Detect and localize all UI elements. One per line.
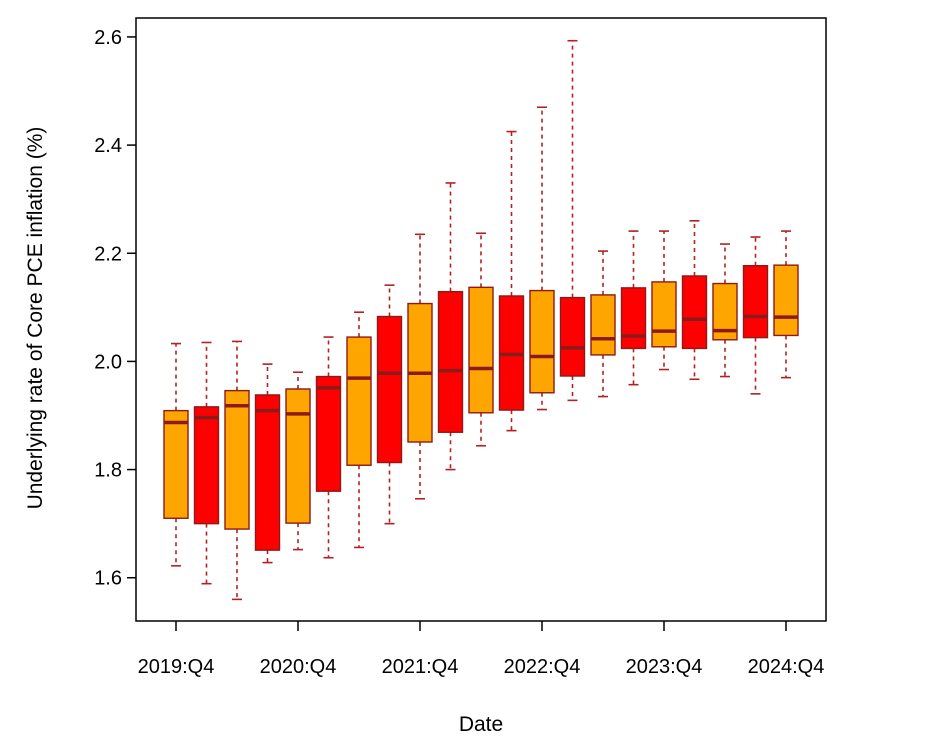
box-5 <box>285 371 311 551</box>
box-11 <box>468 232 494 447</box>
y-tick-label: 1.6 <box>94 568 122 590</box>
box-7 <box>346 311 372 549</box>
y-tick-label: 2.6 <box>94 27 122 49</box>
x-tick-label: 2019:Q4 <box>138 656 215 678</box>
box-iqr <box>742 264 769 339</box>
x-tick-label: 2022:Q4 <box>504 656 581 678</box>
box-iqr <box>559 296 586 377</box>
box-21 <box>773 230 799 379</box>
box-iqr <box>437 290 464 433</box>
box-6 <box>315 336 342 559</box>
box-1 <box>163 342 189 567</box>
box-iqr <box>651 281 677 348</box>
plot-frame <box>135 17 827 622</box>
box-18 <box>681 220 708 381</box>
y-tick-label: 1.8 <box>94 460 122 482</box>
box-iqr <box>193 406 220 525</box>
x-axis: 2019:Q4 2020:Q4 2021:Q4 2022:Q4 2023:Q4 2024:… <box>138 621 825 678</box>
box-8 <box>376 284 403 525</box>
box-iqr <box>620 287 647 350</box>
box-15 <box>590 250 616 398</box>
box-16 <box>620 230 647 386</box>
x-tick-label: 2020:Q4 <box>260 656 337 678</box>
box-20 <box>742 236 769 395</box>
box-iqr <box>254 394 281 551</box>
box-12 <box>498 130 525 432</box>
x-tick-label: 2021:Q4 <box>382 656 459 678</box>
box-iqr <box>346 336 372 466</box>
y-tick-label: 2.0 <box>94 351 122 373</box>
box-13 <box>529 106 555 411</box>
box-14 <box>559 39 586 402</box>
boxes-layer <box>163 39 799 601</box>
box-iqr <box>315 375 342 492</box>
box-iqr <box>224 389 250 530</box>
x-tick-label: 2023:Q4 <box>626 656 703 678</box>
y-axis: 1.6 1.8 2.0 2.2 2.4 2.6 <box>94 27 136 590</box>
y-tick-label: 2.2 <box>94 243 122 265</box>
box-iqr <box>376 315 403 464</box>
box-19 <box>712 243 738 378</box>
box-iqr <box>590 294 616 356</box>
box-iqr <box>468 286 494 414</box>
y-axis-title: Underlying rate of Core PCE inflation (%… <box>24 127 47 510</box>
box-iqr <box>773 264 799 337</box>
box-17 <box>651 230 677 371</box>
box-4 <box>254 363 281 564</box>
box-iqr <box>285 388 311 524</box>
x-axis-title: Date <box>459 713 503 736</box>
box-iqr <box>529 289 555 394</box>
box-iqr <box>163 409 189 519</box>
box-9 <box>407 233 433 500</box>
y-tick-label: 2.4 <box>94 135 122 157</box>
x-tick-label: 2024:Q4 <box>748 656 825 678</box>
box-3 <box>224 340 250 601</box>
box-iqr <box>681 275 708 350</box>
box-2 <box>193 341 220 585</box>
box-10 <box>437 182 464 471</box>
